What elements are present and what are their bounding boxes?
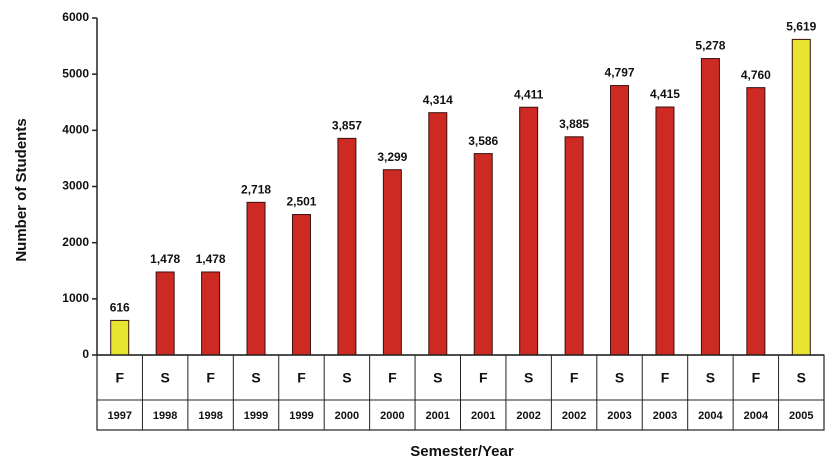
y-tick-label: 2000 xyxy=(62,235,89,249)
bar xyxy=(110,319,130,356)
x-tick-label: 2000 xyxy=(380,410,404,422)
x-tick-label: 1999 xyxy=(289,410,313,422)
y-tick-label: 0 xyxy=(82,347,89,361)
bar xyxy=(791,38,811,356)
x-tick-label: 2001 xyxy=(426,410,450,422)
y-tick-label: 1000 xyxy=(62,291,89,305)
bar xyxy=(201,271,221,356)
value-label: 4,314 xyxy=(423,93,453,107)
x-tick-label: 2003 xyxy=(607,410,631,422)
bar xyxy=(246,201,266,356)
y-tick-label: 4000 xyxy=(62,123,89,137)
x-tick-label: 2003 xyxy=(653,410,677,422)
value-label: 4,415 xyxy=(650,87,680,101)
x-tick-label: 2002 xyxy=(516,410,540,422)
x-tick-label: 2002 xyxy=(562,410,586,422)
bar xyxy=(700,58,720,356)
bar xyxy=(291,214,311,356)
x-tick-label: F xyxy=(388,370,397,386)
x-tick-label: S xyxy=(342,370,351,386)
value-label: 3,299 xyxy=(377,150,407,164)
x-tick-label: 1998 xyxy=(153,410,177,422)
x-tick-label: S xyxy=(615,370,624,386)
x-tick-label: S xyxy=(251,370,260,386)
value-label: 5,278 xyxy=(695,39,725,53)
value-label: 3,857 xyxy=(332,119,362,133)
x-tick-label: F xyxy=(115,370,124,386)
bar xyxy=(473,153,493,356)
x-tick-label: F xyxy=(661,370,670,386)
value-label: 3,586 xyxy=(468,134,498,148)
x-tick-label: F xyxy=(206,370,215,386)
x-tick-label: F xyxy=(297,370,306,386)
x-tick-label: 2000 xyxy=(335,410,359,422)
y-tick-label: 5000 xyxy=(62,66,89,80)
x-tick-label: S xyxy=(160,370,169,386)
value-label: 2,501 xyxy=(286,195,316,209)
value-label: 1,478 xyxy=(196,252,226,266)
value-label: 1,478 xyxy=(150,252,180,266)
value-label: 4,797 xyxy=(605,66,635,80)
bar xyxy=(337,137,357,356)
x-tick-label: 2005 xyxy=(789,410,813,422)
bar xyxy=(746,87,766,356)
y-tick-label: 3000 xyxy=(62,179,89,193)
bar xyxy=(655,106,675,356)
value-label: 2,718 xyxy=(241,183,271,197)
value-label: 616 xyxy=(110,301,130,315)
x-tick-label: 1997 xyxy=(107,410,131,422)
bar xyxy=(610,85,630,356)
x-tick-label: 1998 xyxy=(198,410,222,422)
value-label: 4,411 xyxy=(514,87,544,101)
x-tick-label: S xyxy=(706,370,715,386)
value-label: 3,885 xyxy=(559,117,589,131)
x-tick-label: 2004 xyxy=(744,410,769,422)
x-tick-label: S xyxy=(797,370,806,386)
x-axis-label: Semester/Year xyxy=(410,443,514,460)
x-tick-label: 2004 xyxy=(698,410,723,422)
x-tick-label: F xyxy=(752,370,761,386)
x-tick-label: F xyxy=(479,370,488,386)
x-tick-label: S xyxy=(433,370,442,386)
bar xyxy=(519,106,539,356)
y-tick-label: 6000 xyxy=(62,10,89,24)
x-tick-label: F xyxy=(570,370,579,386)
bar xyxy=(382,169,402,356)
value-label: 5,619 xyxy=(786,20,816,34)
x-tick-label: 2001 xyxy=(471,410,495,422)
x-tick-label: S xyxy=(524,370,533,386)
y-axis-label: Number of Students xyxy=(13,118,30,261)
bar xyxy=(564,136,584,356)
value-label: 4,760 xyxy=(741,68,771,82)
bar xyxy=(428,112,448,356)
bar xyxy=(155,271,175,356)
x-tick-label: 1999 xyxy=(244,410,268,422)
